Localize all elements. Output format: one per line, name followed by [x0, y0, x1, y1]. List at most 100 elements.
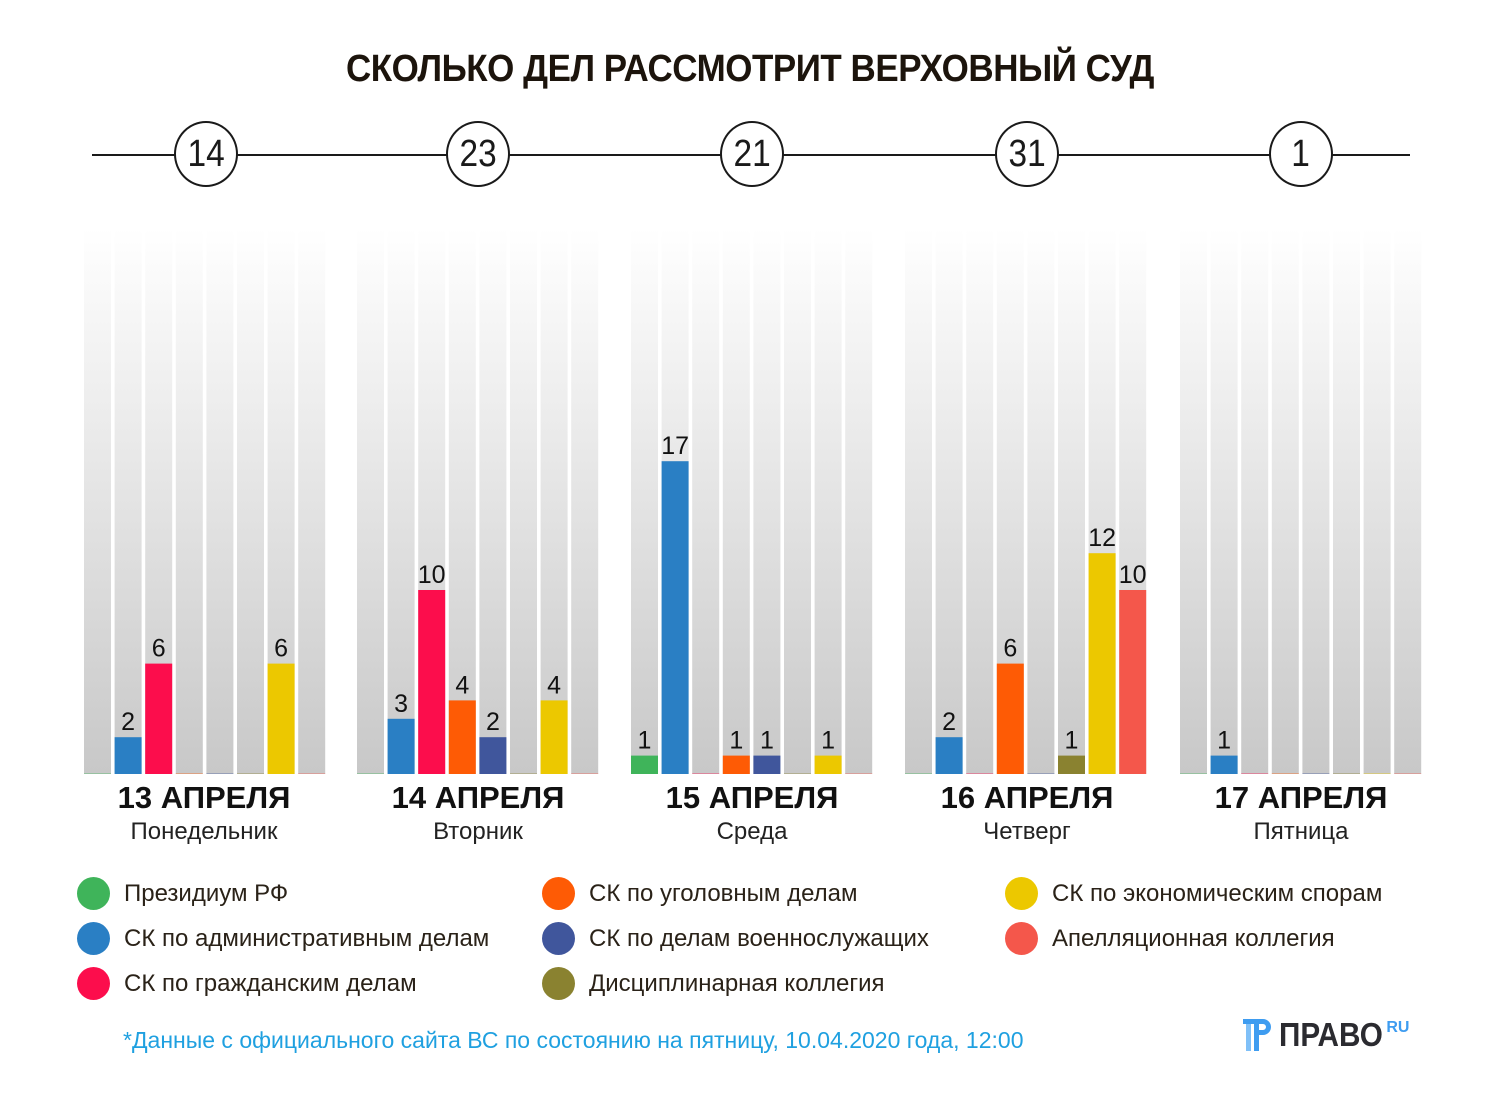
- day-label: 13 АПРЕЛЯ Понедельник: [64, 780, 344, 848]
- legend-label: Апелляционная коллегия: [1052, 924, 1335, 952]
- legend-item: Апелляционная коллегия: [1005, 922, 1335, 955]
- bar: [935, 737, 963, 774]
- total-value: 21: [733, 132, 771, 175]
- legend-swatch: [1005, 877, 1038, 910]
- day-weekday: Среда: [716, 818, 788, 845]
- column-background: [814, 228, 842, 774]
- zero-bar: [237, 773, 264, 774]
- column-background: [298, 228, 326, 774]
- column-background: [722, 228, 750, 774]
- legend-swatch: [542, 877, 575, 910]
- zero-bar: [206, 773, 234, 774]
- total-badge: 23: [446, 121, 510, 187]
- bar-value-label: 4: [455, 671, 469, 699]
- zero-bar: [1027, 773, 1055, 774]
- legend-label: СК по гражданским делам: [124, 969, 417, 997]
- column-background: [571, 228, 599, 774]
- zero-bar: [1394, 773, 1422, 774]
- zero-bar: [692, 773, 720, 774]
- day-weekday: Четверг: [983, 818, 1071, 845]
- column-background: [966, 228, 994, 774]
- bar: [387, 718, 415, 774]
- column-background: [357, 228, 384, 774]
- zero-bar: [1363, 773, 1391, 774]
- legend-label: СК по экономическим спорам: [1052, 879, 1383, 907]
- column-background: [905, 228, 932, 774]
- bar-value-label: 2: [486, 708, 500, 736]
- column-background: [692, 228, 720, 774]
- bar: [1119, 590, 1147, 774]
- zero-bar: [966, 773, 994, 774]
- column-background: [753, 228, 781, 774]
- bar-value-label: 4: [547, 671, 561, 699]
- zero-bar: [175, 773, 203, 774]
- bar-value-label: 1: [638, 727, 652, 755]
- zero-bar: [1180, 773, 1207, 774]
- bar-value-label: 1: [1065, 727, 1079, 755]
- legend-item: СК по уголовным делам: [542, 877, 858, 910]
- bar-value-label: 2: [121, 708, 135, 736]
- column-background: [1271, 228, 1299, 774]
- day-group: 2 6 6: [84, 228, 326, 774]
- zero-bar: [510, 773, 537, 774]
- zero-bar: [84, 773, 111, 774]
- day-label: 14 АПРЕЛЯ Вторник: [338, 780, 618, 848]
- legend-item: Дисциплинарная коллегия: [542, 967, 885, 1000]
- day-weekday: Пятница: [1253, 818, 1349, 845]
- day-date: 15 АПРЕЛЯ: [665, 780, 839, 815]
- zero-bar: [1241, 773, 1269, 774]
- bar: [145, 663, 173, 774]
- legend-item: СК по делам военнослужащих: [542, 922, 929, 955]
- day-label: 17 АПРЕЛЯ Пятница: [1161, 780, 1441, 848]
- zero-bar: [845, 773, 873, 774]
- bar: [996, 663, 1024, 774]
- day-date: 14 АПРЕЛЯ: [391, 780, 565, 815]
- bar: [418, 590, 446, 774]
- total-value: 31: [1008, 132, 1046, 175]
- column-background: [387, 228, 415, 774]
- day-label: 15 АПРЕЛЯ Среда: [612, 780, 892, 848]
- day-weekday: Вторник: [433, 818, 523, 845]
- bar: [661, 461, 689, 774]
- zero-bar: [1302, 773, 1330, 774]
- column-background: [1363, 228, 1391, 774]
- total-badge: 14: [174, 121, 238, 187]
- legend-label: СК по уголовным делам: [589, 879, 858, 907]
- bar: [1210, 755, 1238, 774]
- bar: [267, 663, 295, 774]
- legend-swatch: [77, 877, 110, 910]
- day-date: 16 АПРЕЛЯ: [940, 780, 1114, 815]
- bar-value-label: 17: [661, 432, 689, 460]
- bar-value-label: 10: [1119, 561, 1147, 589]
- bar: [722, 755, 750, 774]
- bar: [814, 755, 842, 774]
- bar-value-label: 6: [152, 635, 166, 663]
- chart-title: СКОЛЬКО ДЕЛ РАССМОТРИТ ВЕРХОВНЫЙ СУД: [346, 48, 1154, 90]
- zero-bar: [357, 773, 384, 774]
- column-background: [1058, 228, 1085, 774]
- legend-swatch: [542, 922, 575, 955]
- column-background: [175, 228, 203, 774]
- column-background: [206, 228, 234, 774]
- bar: [114, 737, 142, 774]
- bar: [479, 737, 507, 774]
- footnote: *Данные с официального сайта ВС по состо…: [123, 1027, 1024, 1053]
- zero-bar: [571, 773, 599, 774]
- legend-label: СК по делам военнослужащих: [589, 924, 929, 952]
- total-badge: 1: [1269, 121, 1333, 187]
- bar-value-label: 6: [274, 635, 288, 663]
- column-background: [479, 228, 507, 774]
- total-badge: 31: [995, 121, 1059, 187]
- bar: [1088, 553, 1116, 774]
- column-background: [540, 228, 568, 774]
- zero-bar: [905, 773, 932, 774]
- zero-bar: [298, 773, 326, 774]
- column-background: [1333, 228, 1360, 774]
- bar: [631, 755, 658, 774]
- bar-value-label: 10: [418, 561, 446, 589]
- legend-swatch: [542, 967, 575, 1000]
